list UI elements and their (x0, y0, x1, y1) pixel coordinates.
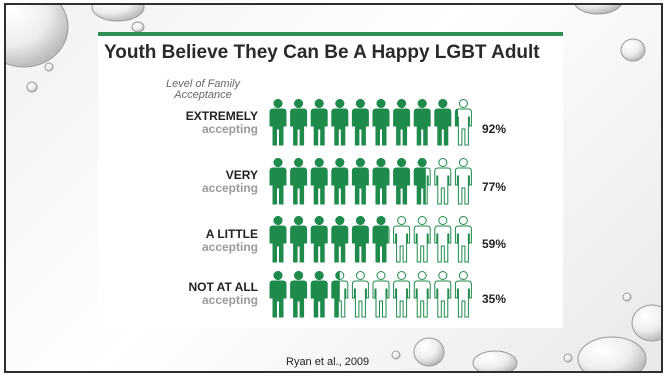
person-icon-partial (413, 158, 431, 205)
person-icon-filled (310, 99, 328, 146)
person-icon-filled (290, 158, 308, 205)
water-drop (472, 350, 518, 371)
person-icon-outline (413, 271, 431, 318)
person-icon-filled (310, 271, 328, 318)
water-drop (622, 292, 632, 302)
person-icon-outline (413, 216, 431, 263)
person-icon-outline (454, 158, 472, 205)
percent-value: 77% (482, 180, 507, 194)
water-drop (620, 38, 646, 62)
person-icon-partial (372, 216, 390, 263)
water-drop (563, 353, 573, 363)
citation-caption: Ryan et al., 2009 (286, 356, 370, 368)
person-icon-filled (434, 99, 452, 146)
person-icon-filled (393, 99, 411, 146)
row-label-primary: VERY (225, 168, 258, 182)
water-drop-decoration (6, 5, 661, 371)
person-icon-filled (310, 216, 328, 263)
percent-value: 59% (482, 237, 507, 251)
person-icon-filled (269, 99, 287, 146)
person-icon-partial (454, 99, 472, 146)
water-drop (91, 5, 145, 22)
slide: Youth Believe They Can Be A Happy LGBT A… (4, 3, 663, 373)
person-icon-filled (269, 216, 287, 263)
row-label-secondary: accepting (201, 122, 258, 136)
water-drop (574, 5, 622, 15)
person-icon-outline (454, 216, 472, 263)
percent-value: 35% (482, 292, 507, 306)
person-icon-outline (372, 271, 390, 318)
water-drop (413, 337, 445, 367)
person-icon-filled (372, 158, 390, 205)
person-icon-filled (331, 158, 349, 205)
person-icon-filled (290, 99, 308, 146)
row-label-secondary: accepting (201, 240, 258, 254)
person-icon-filled (331, 216, 349, 263)
infographic-panel: Youth Believe They Can Be A Happy LGBT A… (98, 32, 563, 328)
person-icon-outline (434, 216, 452, 263)
pictograph-icons (269, 99, 472, 318)
person-icon-filled (393, 158, 411, 205)
person-icon-filled (269, 271, 287, 318)
person-icon-filled (290, 216, 308, 263)
row-label-extremely: EXTREMELY accepting (158, 110, 258, 136)
person-icon-filled (351, 158, 369, 205)
person-icon-filled (413, 99, 431, 146)
person-icon-filled (290, 271, 308, 318)
water-drop (44, 62, 54, 72)
row-label-secondary: accepting (201, 181, 258, 195)
water-drop (631, 304, 661, 342)
row-label-primary: A LITTLE (205, 227, 258, 241)
person-icon-outline (393, 216, 411, 263)
person-icon-filled (372, 99, 390, 146)
row-label-primary: EXTREMELY (185, 109, 258, 123)
water-drop (131, 21, 145, 33)
legend-title: Level of Family Acceptance (166, 78, 240, 101)
person-icon-outline (454, 271, 472, 318)
percent-value: 92% (482, 122, 507, 136)
person-icon-filled (310, 158, 328, 205)
title-rule (98, 32, 563, 36)
water-drop (391, 350, 401, 360)
person-icon-outline (393, 271, 411, 318)
person-icon-filled (351, 99, 369, 146)
water-drop (6, 5, 69, 68)
person-icon-outline (434, 158, 452, 205)
row-label-very: VERY accepting (158, 169, 258, 195)
person-icon-partial (331, 271, 349, 318)
person-icon-filled (351, 216, 369, 263)
row-label-primary: NOT AT ALL (188, 280, 258, 294)
person-icon-filled (331, 99, 349, 146)
person-icon-filled (269, 158, 287, 205)
row-label-secondary: accepting (201, 293, 258, 307)
water-drop (26, 81, 38, 93)
water-drop (577, 336, 647, 371)
row-label-not-at-all: NOT AT ALL accepting (158, 281, 258, 307)
person-icon-outline (351, 271, 369, 318)
row-label-a-little: A LITTLE accepting (158, 228, 258, 254)
chart-title: Youth Believe They Can Be A Happy LGBT A… (104, 42, 540, 63)
person-icon-outline (434, 271, 452, 318)
